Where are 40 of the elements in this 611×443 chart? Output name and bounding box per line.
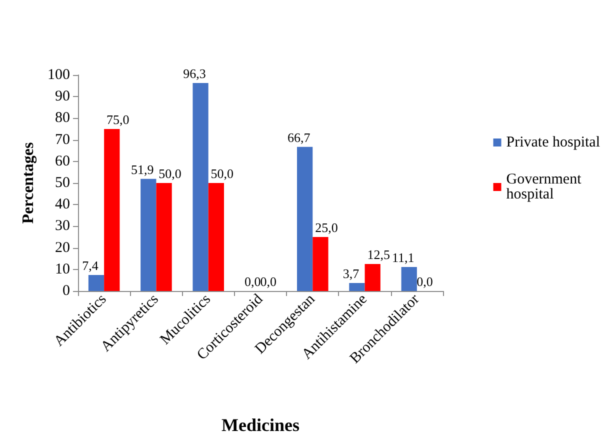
data-label: 0,0 <box>416 274 433 289</box>
y-tick-label: 50 <box>55 175 70 191</box>
y-axis-title: Percentages <box>20 142 38 224</box>
data-label: 75,0 <box>106 112 130 127</box>
y-tick-label: 20 <box>55 240 70 256</box>
x-axis-title: Medicines <box>222 415 300 435</box>
data-label: 25,0 <box>315 220 338 235</box>
data-label: 3,7 <box>342 266 360 282</box>
legend-label: Government hospital <box>506 172 585 202</box>
data-label: 0,0 <box>244 274 261 289</box>
y-tick-label: 80 <box>55 110 70 126</box>
data-label: 0,0 <box>260 274 276 289</box>
data-label: 7,4 <box>82 258 99 274</box>
bar <box>312 237 328 291</box>
bar <box>364 264 380 291</box>
bar <box>297 146 313 291</box>
bar <box>192 82 208 291</box>
y-tick-label: 100 <box>48 67 70 83</box>
data-label: 12,5 <box>367 247 390 262</box>
data-label: 66,7 <box>287 130 311 145</box>
bar <box>349 283 365 291</box>
y-tick-label: 40 <box>55 196 70 213</box>
y-tick-label: 10 <box>55 261 70 278</box>
bar <box>88 275 104 291</box>
legend-label: Private hospital <box>506 134 600 150</box>
y-tick-label: 90 <box>55 88 70 105</box>
bar <box>140 178 156 291</box>
data-label: 50,0 <box>210 166 234 181</box>
bar <box>208 183 224 291</box>
data-label: 96,3 <box>183 66 206 81</box>
bar <box>104 129 120 291</box>
y-tick-label: 30 <box>55 218 70 234</box>
y-tick-label: 60 <box>55 153 70 170</box>
y-tick-label: 0 <box>62 283 70 299</box>
bar <box>401 267 417 291</box>
data-label: 50,0 <box>158 166 182 181</box>
data-label: 51,9 <box>131 162 154 177</box>
bar <box>156 183 172 291</box>
y-tick-label: 70 <box>55 132 70 148</box>
data-label: 11,1 <box>392 250 414 266</box>
